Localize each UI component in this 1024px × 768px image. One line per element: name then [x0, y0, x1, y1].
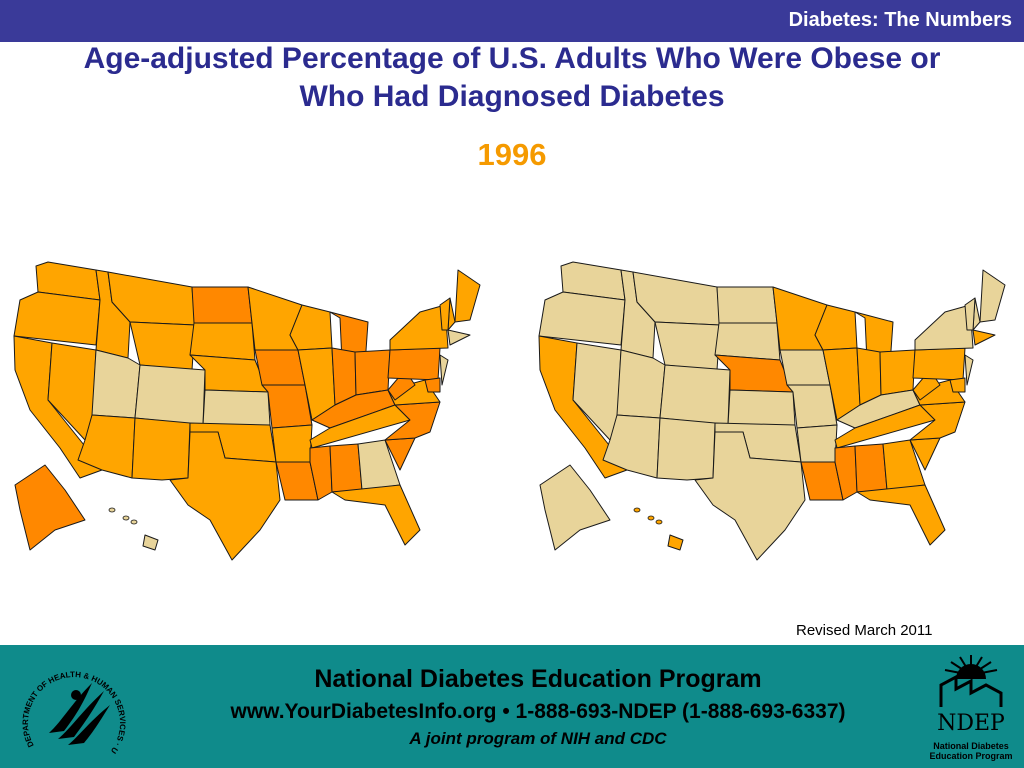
state-me [979, 269, 1006, 323]
header-label: Diabetes: The Numbers [788, 9, 1012, 31]
state-al [854, 443, 888, 493]
state-hi [142, 534, 159, 551]
obesity-map [13, 261, 481, 561]
state-oh [879, 349, 916, 396]
hawaii-island-0 [633, 507, 641, 513]
state-ny [389, 304, 449, 351]
year-label: 1996 [477, 137, 547, 172]
ndep-wordmark: NDEP [937, 711, 1005, 736]
state-nj [964, 354, 974, 386]
state-tx [169, 431, 281, 561]
footer-program-name: National Diabetes Education Program [314, 665, 762, 693]
state-ks [202, 389, 271, 426]
svg-text:DEPARTMENT OF HEALTH & HUMAN S: DEPARTMENT OF HEALTH & HUMAN SERVICES · … [14, 651, 127, 755]
state-ak [14, 464, 86, 551]
state-ms [309, 445, 333, 501]
state-ma [972, 329, 996, 346]
hawaii-island-1 [122, 515, 130, 521]
state-ut [616, 349, 666, 419]
state-nm [656, 417, 716, 481]
state-ia [779, 349, 831, 386]
seal-text: DEPARTMENT OF HEALTH & HUMAN SERVICES · … [14, 651, 127, 755]
state-sd [189, 322, 256, 361]
footer-contact: www.YourDiabetesInfo.org • 1-888-693-NDE… [230, 700, 846, 723]
state-co [134, 364, 206, 426]
hawaii-island-1 [647, 515, 655, 521]
slide-title: Age-adjusted Percentage of U.S. Adults W… [0, 40, 1024, 116]
state-al [329, 443, 363, 493]
ndep-logo: NDEP National Diabetes Education Program [926, 649, 1016, 765]
state-ut [91, 349, 141, 419]
hhs-seal-icon: DEPARTMENT OF HEALTH & HUMAN SERVICES · … [14, 651, 127, 755]
state-ma [447, 329, 471, 346]
state-oh [354, 349, 391, 396]
state-wy [654, 321, 721, 371]
state-ia [254, 349, 306, 386]
hawaii-island-0 [108, 507, 116, 513]
revised-note: Revised March 2011 [796, 622, 933, 639]
state-ar [271, 424, 313, 463]
header-bar: Diabetes: The Numbers [0, 0, 1024, 42]
footer-joint: A joint program of NIH and CDC [409, 729, 667, 748]
state-nd [191, 286, 253, 324]
state-nm [131, 417, 191, 481]
state-hi [667, 534, 684, 551]
ndep-subtitle: National Diabetes Education Program [929, 741, 1013, 761]
state-nd [716, 286, 778, 324]
hawaii-island-2 [655, 519, 663, 525]
state-ar [796, 424, 838, 463]
state-ms [834, 445, 858, 501]
title-line-2: Who Had Diagnosed Diabetes [299, 80, 725, 113]
state-ny [914, 304, 974, 351]
sun-house-icon [939, 655, 1003, 707]
state-me [454, 269, 481, 323]
state-md [949, 377, 966, 393]
state-fl [331, 484, 421, 546]
footer-bar: DEPARTMENT OF HEALTH & HUMAN SERVICES · … [0, 645, 1024, 768]
state-co [659, 364, 731, 426]
state-md [424, 377, 441, 393]
hawaii-island-2 [130, 519, 138, 525]
title-line-1: Age-adjusted Percentage of U.S. Adults W… [83, 42, 941, 75]
state-pa [387, 347, 441, 381]
state-wy [129, 321, 196, 371]
state-ks [727, 389, 796, 426]
state-pa [912, 347, 966, 381]
state-fl [856, 484, 946, 546]
state-or [13, 291, 101, 346]
diabetes-map [538, 261, 1006, 561]
state-or [538, 291, 626, 346]
state-ak [539, 464, 611, 551]
state-nj [439, 354, 449, 386]
state-sd [714, 322, 781, 361]
state-vt [964, 297, 976, 331]
state-vt [439, 297, 451, 331]
state-tx [694, 431, 806, 561]
